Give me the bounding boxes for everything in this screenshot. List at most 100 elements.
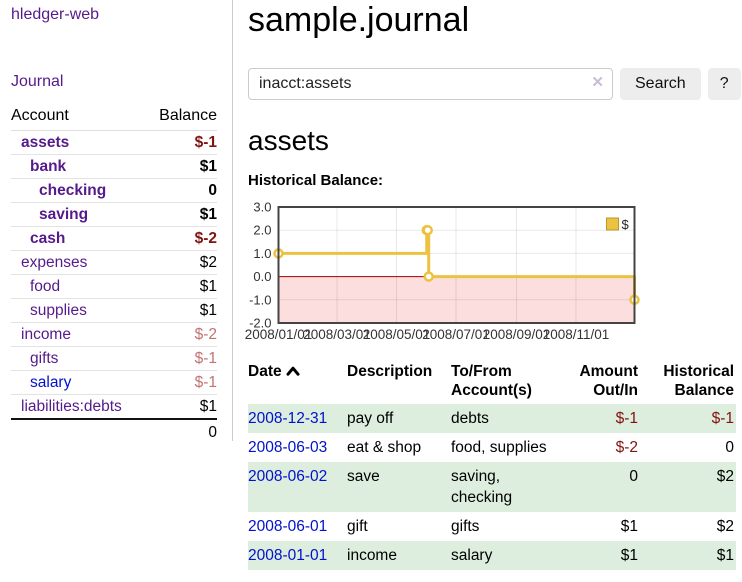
transaction-balance: $2: [716, 518, 734, 535]
transaction-amount: 0: [629, 468, 638, 485]
accounts-total-row: 0: [11, 418, 217, 445]
account-balance: 0: [146, 178, 217, 203]
transaction-accounts: saving, checking: [451, 468, 513, 506]
account-row: food $1: [11, 274, 217, 299]
accounts-header-row: Account Balance: [11, 104, 217, 131]
account-row: saving $1: [11, 202, 217, 227]
help-button[interactable]: ?: [707, 68, 741, 100]
accounts-table: Account Balance assets $-1 bank $1 checking 0…: [11, 104, 217, 445]
data-point-marker: [423, 271, 434, 282]
account-balance: $1: [146, 274, 217, 299]
transaction-date-link[interactable]: 2008-01-01: [248, 547, 328, 564]
register-col-accounts: To/From Account(s): [451, 363, 532, 399]
account-row: checking 0: [11, 178, 217, 203]
register-col-amount: Amount Out/In: [579, 363, 638, 399]
transaction-row: 2008-06-01 gift gifts $1 $2: [248, 512, 736, 541]
account-balance: $1: [146, 394, 217, 420]
x-tick-label: 2008/03/01: [303, 327, 371, 342]
legend-label: $: [622, 217, 630, 232]
account-link[interactable]: liabilities:debts: [21, 398, 122, 415]
transaction-description: pay off: [347, 410, 394, 427]
x-tick-label: 2008/07/01: [422, 327, 490, 342]
account-link[interactable]: salary: [30, 374, 72, 391]
transaction-date-link[interactable]: 2008-06-01: [248, 518, 328, 535]
sidebar-item-journal[interactable]: Journal: [11, 73, 64, 90]
search-input[interactable]: [248, 68, 613, 100]
search-button[interactable]: Search: [620, 68, 701, 100]
accounts-total-value: 0: [146, 418, 217, 445]
account-balance: $1: [146, 202, 217, 227]
register-col-description: Description: [347, 363, 433, 380]
transaction-balance: 0: [725, 439, 734, 456]
account-link[interactable]: saving: [39, 206, 89, 223]
transaction-row: 2008-01-01 income salary $1 $1: [248, 541, 736, 570]
transaction-description: gift: [347, 518, 368, 535]
transaction-amount: $1: [620, 518, 638, 535]
sort-ascending-icon: [286, 366, 300, 376]
account-row: income $-2: [11, 322, 217, 347]
transaction-balance: $-1: [711, 410, 734, 427]
transaction-description: save: [347, 468, 380, 485]
account-balance: $1: [146, 298, 217, 323]
account-balance: $-1: [146, 130, 217, 155]
account-link[interactable]: expenses: [21, 254, 88, 271]
register-col-balance: Historical Balance: [663, 363, 734, 399]
account-link[interactable]: income: [21, 326, 71, 343]
x-tick-label: 2008/05/01: [363, 327, 431, 342]
brand-link[interactable]: hledger-web: [11, 6, 100, 23]
register-table: Date Description To/From Account(s) Amou…: [248, 361, 736, 570]
accounts-col-balance: Balance: [146, 104, 217, 131]
legend-swatch: [606, 217, 619, 231]
sidebar: hledger-web Journal Account Balance asse…: [0, 0, 233, 445]
transaction-description: income: [347, 547, 397, 564]
account-title: assets: [248, 125, 329, 156]
transaction-description: eat & shop: [347, 439, 422, 456]
account-row: cash $-2: [11, 226, 217, 251]
clear-icon[interactable]: ✕: [591, 74, 604, 91]
transaction-date-link[interactable]: 2008-06-02: [248, 468, 328, 485]
transaction-accounts: gifts: [451, 518, 480, 535]
transaction-amount: $-1: [615, 410, 638, 427]
y-tick-label: 3.0: [253, 200, 271, 215]
transaction-amount: $1: [620, 547, 638, 564]
transaction-accounts: debts: [451, 410, 489, 427]
register-header-row: Date Description To/From Account(s) Amou…: [248, 361, 736, 404]
account-link[interactable]: gifts: [30, 350, 59, 367]
account-balance: $-1: [146, 346, 217, 371]
chart-heading: Historical Balance:: [248, 172, 384, 189]
account-row: assets $-1: [11, 130, 217, 155]
transaction-date-link[interactable]: 2008-12-31: [248, 410, 328, 427]
transaction-balance: $2: [716, 468, 734, 485]
main-content: sample.journal ✕ Search ? assets Histori…: [245, 0, 741, 570]
account-row: salary $-1: [11, 370, 217, 395]
accounts-col-account: Account: [11, 104, 147, 131]
transaction-date-link[interactable]: 2008-06-03: [248, 439, 328, 456]
account-balance: $-2: [146, 226, 217, 251]
x-tick-label: 2008/01/01: [245, 327, 313, 342]
page-title: sample.journal: [248, 1, 470, 39]
account-row: gifts $-1: [11, 346, 217, 371]
register-col-date[interactable]: Date: [248, 361, 345, 404]
y-tick-label: 0.0: [253, 269, 271, 284]
account-link[interactable]: bank: [30, 158, 67, 175]
account-row: expenses $2: [11, 250, 217, 275]
y-tick-label: -1.0: [249, 292, 271, 307]
y-tick-label: -2.0: [249, 316, 271, 331]
account-link[interactable]: checking: [39, 182, 107, 199]
account-row: supplies $1: [11, 298, 217, 323]
account-link[interactable]: food: [30, 278, 61, 295]
balance-chart: $3.0 2.0 1.0 0.0 -1.0 -2.0 2008/01/01 2008/03/0…: [245, 200, 668, 345]
transaction-amount: $-2: [615, 439, 638, 456]
account-link[interactable]: cash: [30, 230, 66, 247]
account-balance: $2: [146, 250, 217, 275]
search-box: ✕: [248, 68, 613, 100]
account-link[interactable]: assets: [21, 134, 70, 151]
account-link[interactable]: supplies: [30, 302, 87, 319]
account-row: liabilities:debts $1: [11, 394, 217, 420]
search-form: ✕ Search ?: [248, 68, 741, 100]
transaction-row: 2008-06-03 eat & shop food, supplies $-2 0: [248, 433, 736, 462]
negative-region: [278, 276, 635, 323]
accounts-total-spacer: [11, 418, 147, 445]
account-balance: $-2: [146, 322, 217, 347]
